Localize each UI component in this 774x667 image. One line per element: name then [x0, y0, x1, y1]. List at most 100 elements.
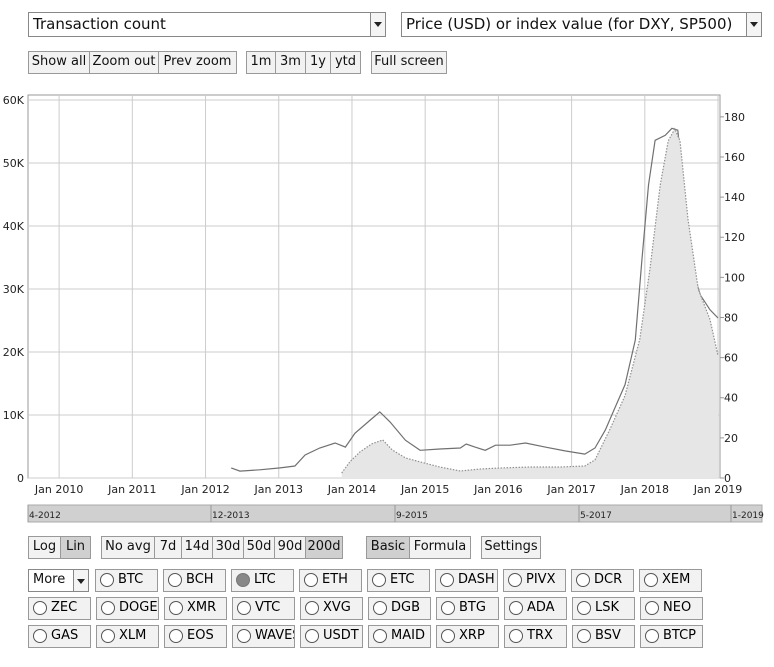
label: 200d [307, 539, 341, 554]
price-select[interactable]: Price (USD) or index value (for DXY, SP5… [401, 12, 762, 37]
coin-option[interactable]: TRX [504, 625, 567, 648]
label: XRP [459, 628, 485, 643]
label: ADA [527, 600, 555, 615]
line [341, 127, 719, 474]
button[interactable]: Lin [60, 536, 91, 559]
y2-tick-label: 160 [724, 151, 745, 164]
y2-tick-label: 120 [724, 231, 745, 244]
coin-option[interactable]: ETC [367, 569, 430, 592]
y-tick-label: 50K [3, 157, 25, 170]
coin-option[interactable]: LSK [572, 597, 635, 620]
button[interactable]: Show all [28, 51, 90, 74]
area [341, 128, 718, 478]
coin-option[interactable]: NEO [640, 597, 703, 620]
x-tick-label: Jan 2013 [254, 483, 303, 496]
label: DCR [594, 572, 623, 587]
metric-select[interactable]: Transaction count [28, 12, 386, 37]
label: USDT [323, 628, 359, 643]
radio [372, 573, 386, 587]
coin-option[interactable]: PIVX [503, 569, 566, 592]
dropdown-arrow [73, 570, 88, 591]
coin-option[interactable]: XMR [164, 597, 227, 620]
label: DGB [391, 600, 421, 615]
coin-option[interactable]: USDT [300, 625, 363, 648]
label: EOS [187, 628, 214, 643]
line [230, 127, 719, 472]
navigator-label: 9-2015 [396, 511, 428, 521]
coin-option[interactable]: EOS [164, 625, 227, 648]
coin-option[interactable]: VTC [232, 597, 295, 620]
radio [508, 573, 522, 587]
button[interactable]: Basic [366, 536, 410, 559]
radio [577, 601, 591, 615]
more-select[interactable]: More [28, 569, 89, 592]
coin-option[interactable]: DASH [435, 569, 498, 592]
coin-option[interactable]: DCR [571, 569, 634, 592]
button[interactable]: Formula [409, 536, 471, 559]
button[interactable]: Zoom out [89, 51, 159, 74]
full-screen-button[interactable]: Full screen [371, 51, 447, 74]
x-tick-label: Jan 2019 [693, 483, 742, 496]
button[interactable]: ytd [330, 51, 361, 74]
radio [645, 601, 659, 615]
dropdown-arrow [746, 13, 761, 36]
radio [441, 629, 455, 643]
radio [644, 573, 658, 587]
label: Transaction count [33, 15, 166, 33]
coin-option[interactable]: BCH [163, 569, 226, 592]
coin-option[interactable]: ETH [299, 569, 362, 592]
coin-option[interactable]: XVG [300, 597, 363, 620]
dropdown-arrow [370, 13, 385, 36]
coin-option[interactable]: XLM [96, 625, 159, 648]
y2-tick-label: 60 [724, 352, 738, 365]
label: BCH [186, 572, 214, 587]
button[interactable]: 200d [305, 536, 343, 559]
radio [169, 629, 183, 643]
coin-option[interactable]: MAID [368, 625, 431, 648]
button[interactable]: 3m [275, 51, 306, 74]
label: Zoom out [92, 54, 156, 69]
coin-option[interactable]: BSV [572, 625, 635, 648]
coin-option[interactable]: LTC [231, 569, 294, 592]
button[interactable]: 14d [181, 536, 213, 559]
button[interactable]: 90d [274, 536, 306, 559]
button[interactable]: 50d [243, 536, 275, 559]
button[interactable]: Prev zoom [158, 51, 237, 74]
button[interactable]: 1y [305, 51, 331, 74]
label: Settings [484, 539, 538, 554]
coin-option[interactable]: BTG [436, 597, 499, 620]
coin-option[interactable]: DGB [368, 597, 431, 620]
coin-option[interactable]: GAS [28, 625, 91, 648]
coin-option[interactable]: ZEC [28, 597, 91, 620]
button[interactable]: Log [28, 536, 61, 559]
y-tick-label: 0 [17, 472, 24, 485]
label: BTC [118, 572, 144, 587]
coin-option[interactable]: XEM [639, 569, 702, 592]
label: ETC [390, 572, 415, 587]
button[interactable]: No avg [101, 536, 155, 559]
coin-option[interactable]: BTC [95, 569, 158, 592]
coin-option[interactable]: BTCP [640, 625, 703, 648]
radio [305, 629, 319, 643]
x-tick-label: Jan 2018 [620, 483, 669, 496]
label: 90d [277, 539, 303, 554]
button[interactable]: 7d [154, 536, 182, 559]
label: MAID [391, 628, 425, 643]
settings-button[interactable]: Settings [481, 536, 541, 559]
navigator-label: 5-2017 [580, 511, 612, 521]
label: BSV [595, 628, 621, 643]
button[interactable]: 1m [246, 51, 276, 74]
y2-tick-label: 0 [724, 472, 731, 485]
coin-option[interactable]: WAVES [232, 625, 295, 648]
label: LSK [595, 600, 620, 615]
button[interactable]: 30d [212, 536, 244, 559]
coin-option[interactable]: DOGE [96, 597, 159, 620]
coin-option[interactable]: XRP [436, 625, 499, 648]
label: GAS [51, 628, 79, 643]
radio [237, 629, 251, 643]
x-tick-label: Jan 2010 [34, 483, 83, 496]
coin-option[interactable]: ADA [504, 597, 567, 620]
y2-tick-label: 80 [724, 311, 738, 324]
radio [441, 601, 455, 615]
